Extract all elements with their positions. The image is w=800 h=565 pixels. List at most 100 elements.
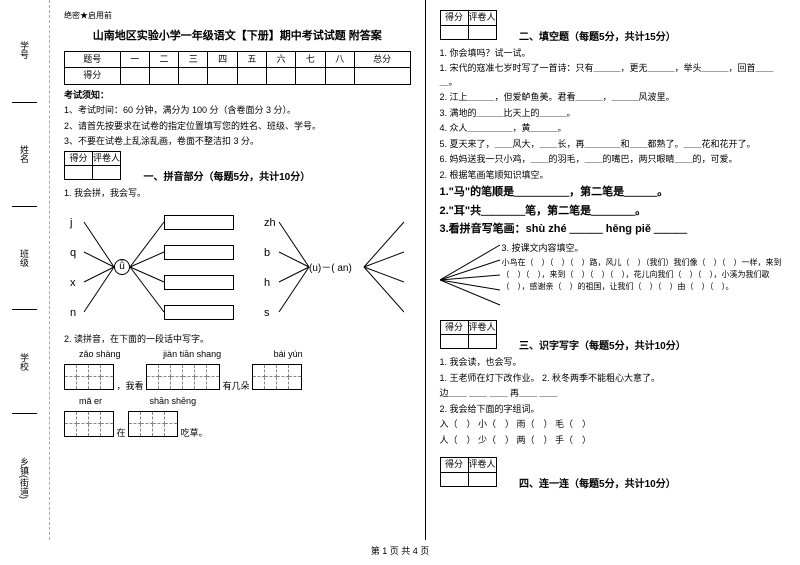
hdr-cell: 八 [325, 51, 354, 68]
pinyin-diagram: j q x n ǚ zh b h s (u)－( an) [64, 207, 411, 327]
notice-title: 考试须知： [64, 89, 411, 103]
stroke-q1: 1."马"的笔顺是＿＿＿＿＿，第二笔是＿＿＿。 [440, 184, 787, 201]
score-cell: 得分 [440, 11, 468, 26]
vowel-label: (u)－( an) [309, 261, 352, 276]
score-cell: 评卷人 [93, 151, 121, 166]
letter: h [264, 275, 270, 292]
q1-label: 1. 我会拼，我会写。 [64, 187, 411, 201]
hdr-cell: 七 [296, 51, 325, 68]
passage: 小鸟在（ ）（ ）（ ）路，风儿（ ）（我们）我们像（ ）（ ）一样，来到（ ）… [502, 257, 787, 293]
pinyin-text: bái yún [274, 349, 303, 359]
grid-row: 在 吃草。 [64, 411, 411, 441]
score-cell: 评卷人 [468, 11, 496, 26]
score-mini-table: 得分评卷人 [440, 320, 497, 350]
q-line: 1. 你会填吗？试一试。 [440, 47, 787, 61]
answer-slot[interactable] [164, 215, 234, 230]
confidential-label: 绝密★启用前 [64, 10, 411, 22]
side-label: 姓名 [18, 145, 31, 163]
answer-slot[interactable] [164, 275, 234, 290]
q-line: 5. 夏天来了，＿＿风大，＿＿长，再＿＿＿＿和＿＿都熟了。＿＿花和花开了。 [440, 138, 787, 152]
pinyin-text: zǎo shàng [79, 349, 121, 359]
hdr-cell: 三 [179, 51, 208, 68]
stroke-q2: 2."耳"共＿＿＿＿笔，第二笔是＿＿＿＿。 [440, 203, 787, 220]
text: ，我看 [117, 381, 144, 391]
section-4-title: 四、连一连（每题5分，共计10分） [519, 479, 676, 490]
notice-line: 3、不要在试卷上乱涂乱画，卷面不整洁扣 3 分。 [64, 135, 411, 149]
score-cell: 评卷人 [468, 458, 496, 473]
letter: b [264, 245, 270, 262]
q-line: 3. 满地的＿＿＿比天上的＿＿＿。 [440, 107, 787, 121]
char-grid[interactable] [252, 364, 302, 390]
side-label: 班级 [18, 249, 31, 267]
char-grid[interactable] [128, 411, 178, 437]
section-2-title: 二、填空题（每题5分，共计15分） [519, 32, 676, 43]
right-diagram: 3. 按课文内容填空。 小鸟在（ ）（ ）（ ）路，风儿（ ）（我们）我们像（ … [440, 240, 787, 320]
q-line: 人（ ） 少（ ） 两（ ） 手（ ） [440, 434, 787, 448]
hdr-cell: 六 [267, 51, 296, 68]
score-cell: 得分 [440, 458, 468, 473]
pinyin-text: shān shēng [150, 396, 197, 406]
hdr-cell: 一 [120, 51, 149, 68]
score-mini-table: 得分评卷人 [64, 151, 121, 181]
letter: n [70, 305, 76, 322]
side-line [12, 309, 37, 310]
notice-line: 1、考试时间：60 分钟，满分为 100 分（含卷面分 3 分）。 [64, 104, 411, 118]
q-line: 1. 我会读，也会写。 [440, 356, 787, 370]
exam-title: 山南地区实验小学一年级语文【下册】期中考试试题 附答案 [64, 28, 411, 45]
hdr-cell: 四 [208, 51, 237, 68]
side-line [12, 413, 37, 414]
side-label: 学号 [18, 41, 31, 59]
binding-margin: 学号 姓名 班级 学校 乡镇(街道) [0, 0, 50, 540]
q-line: 2. 江上＿＿＿，但爱鲈鱼美。君看＿＿＿，＿＿＿风波里。 [440, 91, 787, 105]
q-line: 2. 根据笔画笔顺知识填空。 [440, 169, 787, 183]
side-label: 乡镇(街道) [18, 457, 31, 499]
letter: q [70, 245, 76, 262]
text: 有几朵 [223, 381, 250, 391]
connection-lines [440, 240, 510, 320]
text: 吃草。 [181, 428, 208, 438]
q-line: 6. 妈妈送我一只小鸡，＿＿的羽毛，＿＿的嘴巴，两只眼睛＿＿的，可爱。 [440, 153, 787, 167]
q-line: 3. 按课文内容填空。 [502, 242, 787, 256]
vowel-circle: ǚ [114, 259, 130, 275]
section-3-title: 三、识字写字（每题5分，共计10分） [519, 341, 686, 352]
hdr-cell: 五 [237, 51, 266, 68]
text: 在 [117, 428, 126, 438]
letter: j [70, 215, 72, 232]
side-line [12, 206, 37, 207]
hdr-cell: 二 [149, 51, 178, 68]
stroke-q3: 3.看拼音写笔画：shù zhé ＿＿＿ hēng piě ＿＿＿ [440, 221, 787, 238]
score-mini-table: 得分评卷人 [440, 457, 497, 487]
answer-slot[interactable] [164, 305, 234, 320]
score-header-table: 题号 一 二 三 四 五 六 七 八 总分 得分 [64, 51, 411, 85]
score-cell: 评卷人 [468, 320, 496, 335]
q-line: 1. 王老师在灯下改作业。 2. 秋冬两季不能粗心大意了。 [440, 372, 787, 386]
q-line: 4. 众人＿＿＿＿＿，黄＿＿＿。 [440, 122, 787, 136]
char-grid[interactable] [64, 411, 114, 437]
letter: zh [264, 215, 276, 232]
q-line: 2. 我会给下面的字组词。 [440, 403, 787, 417]
side-line [12, 102, 37, 103]
char-grid[interactable] [64, 364, 114, 390]
q-line: 1. 宋代的寇准七岁时写了一首诗：只有＿＿＿，更无＿＿＿，举头＿＿＿，回首＿＿＿… [440, 62, 787, 89]
score-cell: 得分 [440, 320, 468, 335]
q2-label: 2. 读拼音，在下面的一段话中写字。 [64, 333, 411, 347]
section-1-title: 一、拼音部分（每题5分，共计10分） [144, 172, 311, 183]
answer-slot[interactable] [164, 245, 234, 260]
hdr-cell: 得分 [65, 68, 121, 85]
score-cell: 得分 [65, 151, 93, 166]
letter: x [70, 275, 76, 292]
q-line: 边＿＿ ＿＿ ＿＿ 再＿＿ ＿＿ [440, 387, 787, 401]
q-line: 入（ ） 小（ ） 雨（ ） 毛（ ） [440, 418, 787, 432]
char-grid[interactable] [146, 364, 220, 390]
pinyin-text: mǎ er [79, 396, 102, 406]
pinyin-row: zǎo shàng jiàn tiān shang bái yún [64, 348, 411, 362]
page-footer: 第 1 页 共 4 页 [0, 544, 800, 557]
pinyin-row: mǎ er shān shēng [64, 395, 411, 409]
grid-row: ，我看 有几朵 [64, 364, 411, 394]
left-column: 绝密★启用前 山南地区实验小学一年级语文【下册】期中考试试题 附答案 题号 一 … [50, 0, 426, 540]
side-label: 学校 [18, 353, 31, 371]
letter: s [264, 305, 270, 322]
notice-line: 2、请首先按要求在试卷的指定位置填写您的姓名、班级、学号。 [64, 120, 411, 134]
hdr-cell: 题号 [65, 51, 121, 68]
score-mini-table: 得分评卷人 [440, 10, 497, 40]
